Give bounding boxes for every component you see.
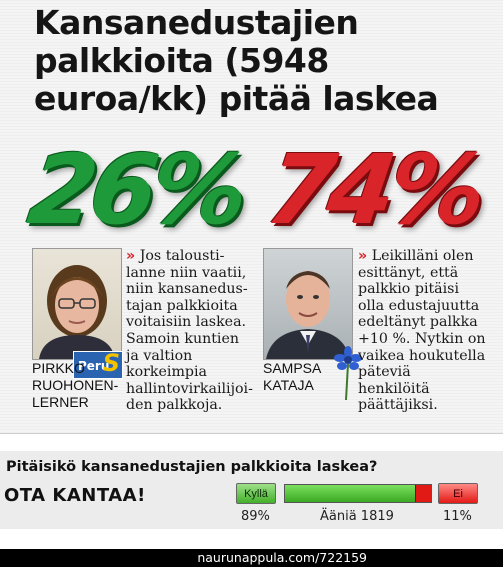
party-logo-letter: S bbox=[102, 349, 120, 377]
name-line: PIRKKO bbox=[32, 360, 85, 376]
headline: Kansanedustajien palkkioita (5948 euroa/… bbox=[34, 3, 439, 118]
name-line: SAMPSA bbox=[263, 360, 322, 376]
right-percentage: 74% bbox=[260, 134, 488, 246]
footer-bar: naurunappula.com/722159 bbox=[0, 549, 503, 567]
person-name-left: PIRKKO RUOHONEN- LERNER bbox=[32, 360, 124, 411]
result-bar bbox=[284, 484, 432, 503]
vote-no-button[interactable]: Ei bbox=[438, 483, 478, 504]
poll-question: Pitäisikö kansanedustajien palkkioita la… bbox=[6, 459, 378, 475]
quote-text: Leikilläni olen esittänyt, että palkkio … bbox=[358, 248, 486, 414]
quote-text: Jos talousti-lanne niin vaatii, niin kan… bbox=[126, 248, 253, 414]
name-line: KATAJA bbox=[263, 377, 314, 393]
person-name-right: SAMPSA KATAJA bbox=[263, 360, 333, 394]
portrait-photo-right bbox=[263, 248, 353, 360]
portrait-icon bbox=[39, 265, 115, 359]
quote-left: » Jos talousti-lanne niin vaatii, niin k… bbox=[126, 248, 254, 414]
left-percentage: 26% bbox=[22, 134, 250, 246]
yes-percent: 89% bbox=[241, 509, 270, 524]
cornflower-icon bbox=[334, 346, 362, 400]
portrait-photo-left bbox=[32, 248, 122, 360]
no-percent: 11% bbox=[443, 509, 472, 524]
source-url: naurunappula.com/722159 bbox=[197, 550, 367, 565]
name-line: RUOHONEN- bbox=[32, 377, 119, 393]
poll-widget: Pitäisikö kansanedustajien palkkioita la… bbox=[0, 451, 503, 529]
party-logo: Peru S bbox=[73, 349, 123, 379]
newspaper-clipping: Kansanedustajien palkkioita (5948 euroa/… bbox=[0, 0, 503, 434]
result-bar-yes-fill bbox=[285, 485, 416, 502]
vote-yes-button[interactable]: Kyllä bbox=[236, 483, 276, 504]
poll-cta: OTA KANTAA! bbox=[4, 485, 146, 506]
name-line: LERNER bbox=[32, 394, 89, 410]
quote-mark: » bbox=[126, 248, 136, 264]
vote-count: Ääniä 1819 bbox=[320, 509, 394, 524]
quote-right: » Leikilläni olen esittänyt, että palkki… bbox=[358, 248, 486, 414]
party-logo-text: Peru bbox=[78, 359, 110, 373]
portrait-icon bbox=[266, 271, 350, 359]
quote-mark: » bbox=[358, 248, 368, 264]
